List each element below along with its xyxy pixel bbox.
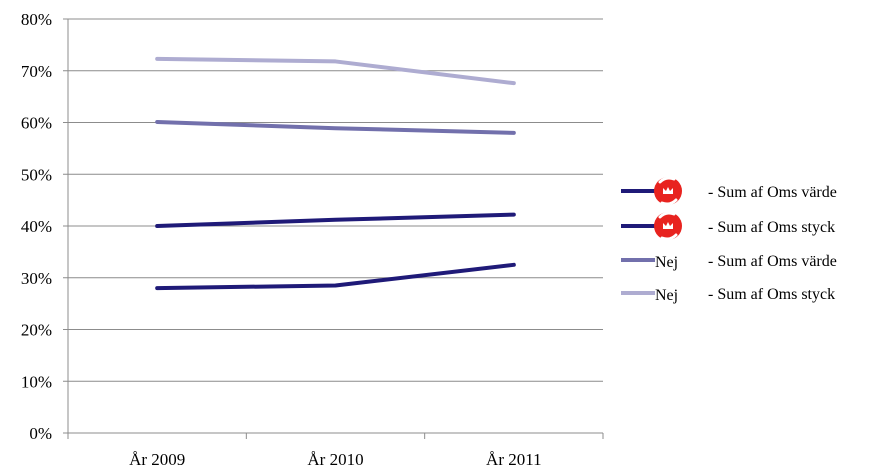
axes xyxy=(67,19,604,439)
legend-item-3: Nej - Sum af Oms värde xyxy=(621,253,837,271)
y-tick-label: 20% xyxy=(21,321,52,340)
y-tick-label: 60% xyxy=(21,114,52,133)
logo-swoosh xyxy=(658,176,676,184)
legend-item-1: - Sum af Oms värde xyxy=(621,176,837,206)
x-tick-label: År 2011 xyxy=(486,450,542,469)
series-line-4 xyxy=(155,56,516,86)
series-lines xyxy=(155,56,516,291)
gridlines xyxy=(63,18,603,434)
x-tick-label: År 2010 xyxy=(307,450,363,469)
crown-icon xyxy=(663,222,673,229)
y-tick-label: 80% xyxy=(21,10,52,29)
legend-label: - Sum af Oms styck xyxy=(708,219,835,236)
legend-prefix: Nej xyxy=(655,287,678,304)
legend-item-2: - Sum af Oms styck xyxy=(621,211,835,241)
legend-label: - Sum af Oms styck xyxy=(708,286,835,303)
y-tick-label: 30% xyxy=(21,269,52,288)
y-tick-label: 70% xyxy=(21,62,52,81)
series-line-2 xyxy=(155,212,516,228)
legend-label: - Sum af Oms värde xyxy=(708,253,837,270)
series-line-3 xyxy=(155,119,516,135)
crown-icon xyxy=(663,187,673,194)
y-tick-label: 50% xyxy=(21,165,52,184)
legend-prefix: Nej xyxy=(655,254,678,271)
y-tick-labels: 0% 10% 20% 30% 40% 50% 60% 70% 80% xyxy=(21,10,52,443)
logo-swoosh xyxy=(660,233,678,241)
logo-swoosh xyxy=(660,198,678,206)
x-tick-label: År 2009 xyxy=(129,450,185,469)
y-tick-label: 40% xyxy=(21,217,52,236)
legend: - Sum af Oms värde - Sum af Oms styck Nej -… xyxy=(621,176,837,304)
legend-item-4: Nej - Sum af Oms styck xyxy=(621,286,835,304)
logo-icon xyxy=(654,211,682,241)
y-tick-label: 0% xyxy=(29,424,52,443)
y-tick-label: 10% xyxy=(21,372,52,391)
logo-icon xyxy=(654,176,682,206)
legend-label: - Sum af Oms värde xyxy=(708,184,837,201)
logo-swoosh xyxy=(658,211,676,219)
x-tick-labels: År 2009 År 2010 År 2011 xyxy=(129,450,542,469)
series-line-1 xyxy=(155,262,516,291)
